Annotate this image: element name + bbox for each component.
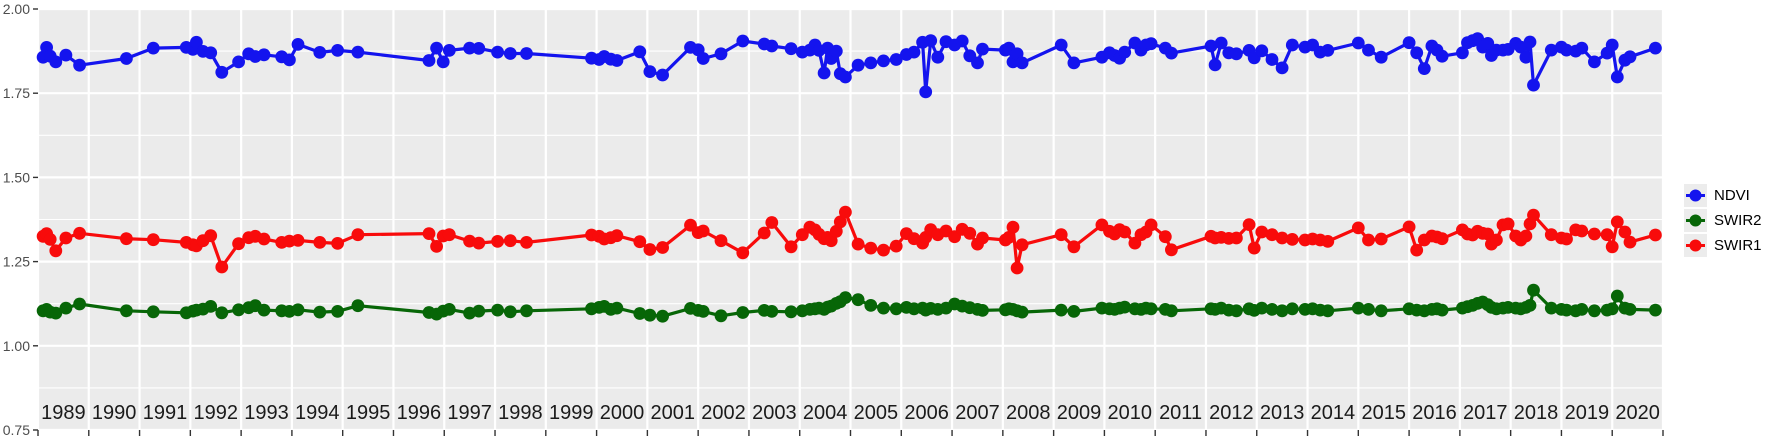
svg-text:1.25: 1.25 [3,254,30,270]
legend-item-swir1: SWIR1 [1684,234,1762,257]
svg-text:2002: 2002 [701,402,746,424]
svg-text:2003: 2003 [752,402,797,424]
legend-item-swir2: SWIR2 [1684,209,1762,232]
svg-text:1.50: 1.50 [3,169,30,185]
svg-text:1997: 1997 [447,402,492,424]
svg-text:2012: 2012 [1209,402,1254,424]
svg-text:2005: 2005 [854,402,899,424]
svg-text:2.00: 2.00 [3,1,30,17]
legend-label-swir1: SWIR1 [1714,237,1762,254]
svg-text:2001: 2001 [651,402,696,424]
svg-text:1998: 1998 [498,402,543,424]
svg-text:2006: 2006 [904,402,949,424]
svg-text:2016: 2016 [1412,402,1457,424]
legend-label-ndvi: NDVI [1714,187,1750,204]
chart-legend: NDVI SWIR2 SWIR1 [1684,184,1762,257]
legend-key-ndvi-icon [1684,184,1707,207]
legend-key-swir1-icon [1684,234,1707,257]
svg-text:1991: 1991 [143,402,188,424]
svg-text:2020: 2020 [1615,402,1660,424]
svg-text:1.75: 1.75 [3,85,30,101]
svg-text:1996: 1996 [397,402,442,424]
svg-text:2000: 2000 [600,402,645,424]
svg-text:1992: 1992 [193,402,238,424]
svg-text:1995: 1995 [346,402,391,424]
svg-text:2019: 2019 [1565,402,1610,424]
svg-text:2011: 2011 [1159,402,1202,424]
svg-text:1990: 1990 [92,402,137,424]
svg-text:1989: 1989 [41,402,86,424]
svg-text:2015: 2015 [1361,402,1406,424]
svg-text:2014: 2014 [1311,402,1356,424]
svg-text:2010: 2010 [1108,402,1153,424]
legend-label-swir2: SWIR2 [1714,212,1762,229]
svg-text:2018: 2018 [1514,402,1559,424]
svg-text:1999: 1999 [549,402,594,424]
svg-text:0.75: 0.75 [3,422,30,438]
legend-item-ndvi: NDVI [1684,184,1762,207]
svg-text:2008: 2008 [1006,402,1051,424]
svg-text:2013: 2013 [1260,402,1305,424]
legend-key-swir2-icon [1684,209,1707,232]
svg-text:1994: 1994 [295,402,340,424]
svg-text:2009: 2009 [1057,402,1102,424]
svg-text:2017: 2017 [1463,402,1508,424]
svg-text:1993: 1993 [244,402,289,424]
svg-text:1.00: 1.00 [3,338,30,354]
svg-text:2004: 2004 [803,402,848,424]
svg-text:2007: 2007 [955,402,1000,424]
